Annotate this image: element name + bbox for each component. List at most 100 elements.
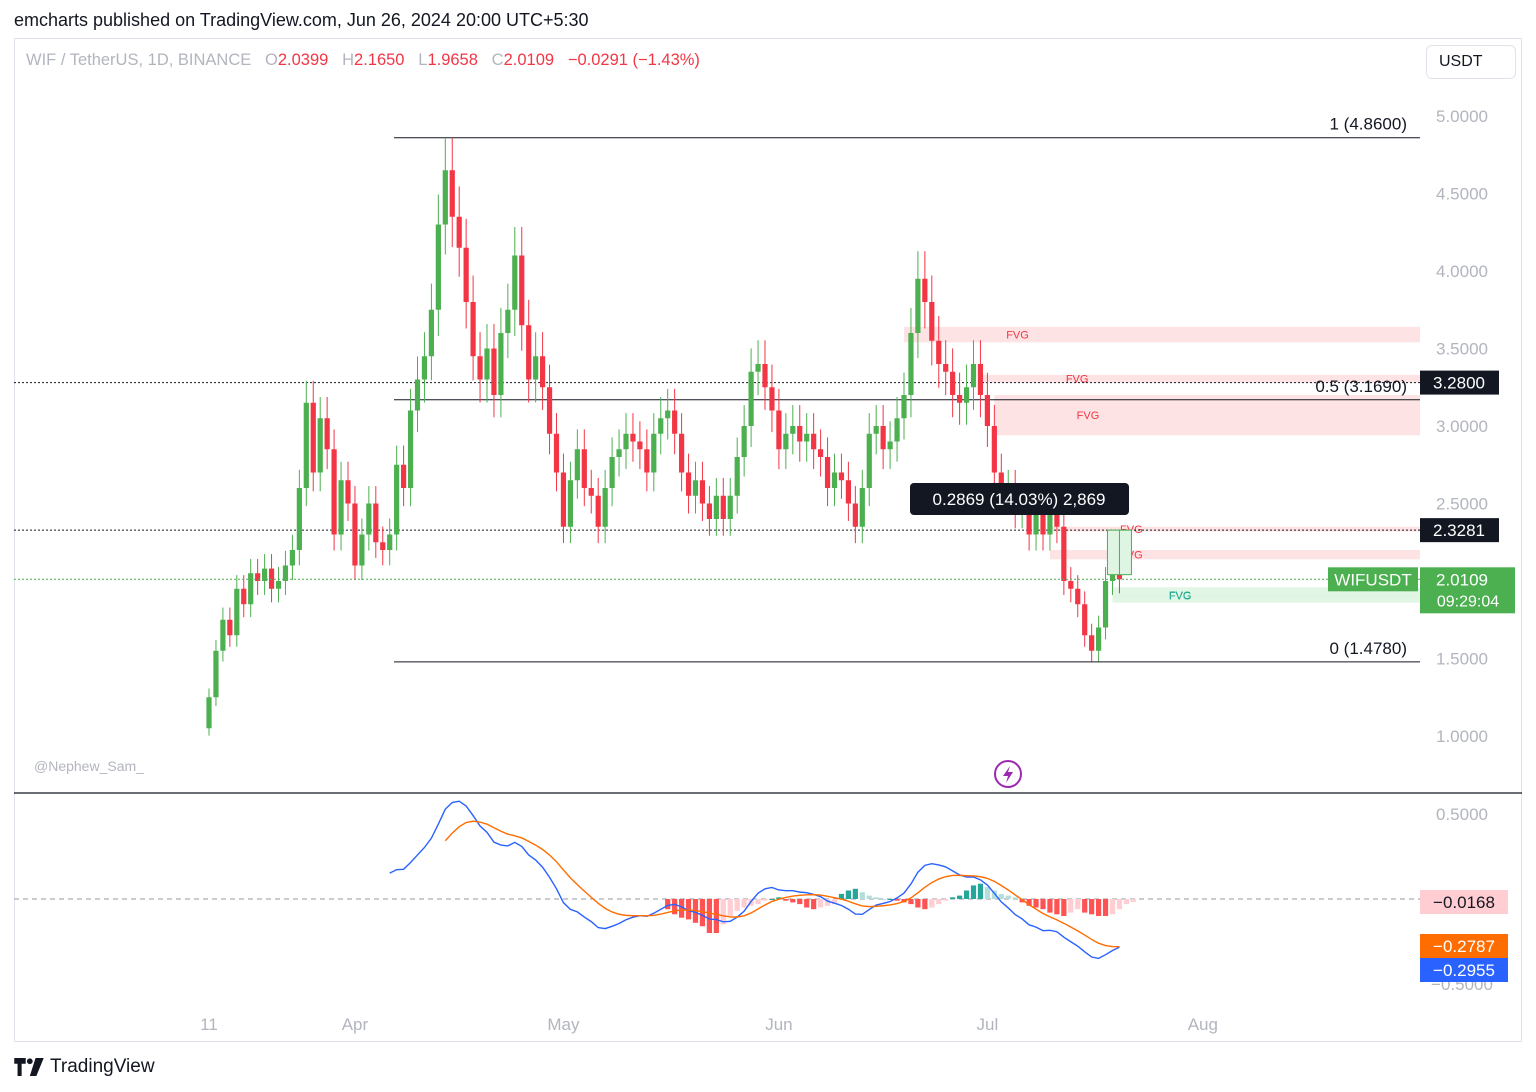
candle-body bbox=[262, 568, 268, 581]
candle-body bbox=[213, 650, 219, 698]
candle-body bbox=[824, 457, 831, 488]
macd-histogram-bar bbox=[929, 899, 935, 908]
candle-body bbox=[977, 364, 984, 395]
level-price-tag bbox=[1420, 370, 1499, 395]
candle-body bbox=[338, 480, 344, 535]
macd-line bbox=[389, 800, 1120, 960]
candle-body bbox=[407, 410, 414, 488]
price-tick-label: 3.5000 bbox=[1436, 340, 1488, 359]
macd-histogram-bar bbox=[783, 899, 789, 901]
symbol-name[interactable]: WIF / TetherUS, 1D, BINANCE bbox=[26, 51, 252, 69]
macd-histogram-bar bbox=[1089, 899, 1095, 915]
macd-histogram-bar bbox=[741, 899, 747, 908]
author-watermark: @Nephew_Sam_ bbox=[34, 758, 144, 774]
low-value: 1.9658 bbox=[427, 51, 478, 69]
candle-body bbox=[234, 588, 240, 636]
time-tick-label: Jul bbox=[977, 1015, 999, 1034]
macd-histogram-bar bbox=[665, 899, 671, 910]
lightning-bolt-icon bbox=[1003, 766, 1013, 783]
macd-histogram-bar bbox=[866, 895, 872, 899]
publisher-header: emcharts published on TradingView.com, J… bbox=[14, 10, 589, 30]
candle-body bbox=[540, 356, 546, 388]
candle-body bbox=[880, 426, 886, 450]
macd-histogram-bar bbox=[706, 899, 712, 933]
macd-value-tag-label: −0.2955 bbox=[1433, 961, 1495, 980]
candle-body bbox=[331, 449, 337, 535]
macd-histogram-bar bbox=[977, 883, 984, 899]
symbol-tag bbox=[1328, 567, 1418, 592]
macd-histogram-bar bbox=[727, 899, 733, 916]
candle-body bbox=[1116, 573, 1123, 580]
candle-body bbox=[706, 503, 712, 519]
fvg-zone bbox=[1049, 526, 1420, 532]
candle-body bbox=[206, 697, 212, 729]
candle-body bbox=[790, 426, 796, 434]
symbol-tag-label: WIFUSDT bbox=[1334, 570, 1411, 589]
candle-body bbox=[970, 364, 977, 388]
high-value: 2.1650 bbox=[354, 51, 405, 69]
open-value: 2.0399 bbox=[277, 51, 329, 69]
candle-body bbox=[1033, 511, 1039, 535]
macd-histogram-bar bbox=[957, 895, 963, 899]
macd-histogram-bar bbox=[699, 899, 706, 927]
candle-body bbox=[623, 433, 629, 450]
high-label: H bbox=[342, 51, 355, 69]
open-label: O bbox=[265, 51, 278, 69]
candle-body bbox=[762, 364, 768, 388]
macd-histogram-bar bbox=[845, 890, 851, 899]
candle-body bbox=[275, 581, 282, 589]
macd-histogram-bar bbox=[1109, 899, 1116, 915]
current-price-tag bbox=[1420, 567, 1515, 614]
candle-body bbox=[1061, 526, 1067, 581]
candle-body bbox=[1102, 581, 1109, 628]
measure-label: 0.2869 (14.03%) 2,869 bbox=[933, 490, 1106, 509]
candle-body bbox=[699, 480, 706, 504]
candle-body bbox=[630, 433, 636, 442]
fvg-label: FVG bbox=[1077, 410, 1100, 422]
currency-button[interactable]: USDT bbox=[1426, 45, 1516, 79]
candle-body bbox=[588, 488, 594, 496]
signal-value-tag-label: −0.2787 bbox=[1433, 937, 1495, 956]
time-tick-label: Jun bbox=[765, 1015, 792, 1034]
macd-histogram-bar bbox=[1123, 899, 1129, 905]
tradingview-logo-icon bbox=[14, 1058, 44, 1076]
candle-body bbox=[512, 255, 518, 310]
footer-brand[interactable]: TradingView bbox=[14, 1056, 155, 1078]
candle-body bbox=[1047, 503, 1053, 535]
price-tick-label: 3.0000 bbox=[1436, 417, 1488, 436]
time-tick-label: 11 bbox=[200, 1015, 218, 1034]
candle-body bbox=[394, 464, 400, 535]
price-tick-label: 4.5000 bbox=[1436, 185, 1488, 204]
candle-body bbox=[936, 340, 942, 364]
fvg-zone bbox=[1049, 550, 1420, 560]
macd-histogram-bar bbox=[1130, 899, 1136, 902]
candle-body bbox=[1096, 627, 1102, 651]
candle-body bbox=[560, 472, 567, 527]
fib-level-label: 0 (1.4780) bbox=[1330, 639, 1408, 658]
candle-body bbox=[470, 302, 476, 357]
candle-body bbox=[957, 395, 963, 403]
macd-histogram-bar bbox=[1054, 899, 1060, 915]
candle-body bbox=[1082, 604, 1088, 636]
candle-body bbox=[1040, 511, 1046, 535]
candle-body bbox=[546, 387, 553, 434]
candle-body bbox=[866, 433, 872, 488]
candle-body bbox=[783, 433, 789, 450]
candle-body bbox=[491, 348, 497, 395]
candle-body bbox=[755, 364, 761, 372]
candle-body bbox=[1089, 635, 1095, 651]
candle-body bbox=[567, 480, 573, 527]
candle-body bbox=[672, 410, 678, 434]
candle-body bbox=[1026, 503, 1032, 535]
macd-histogram-bar bbox=[838, 893, 845, 899]
macd-histogram-bar bbox=[950, 897, 956, 899]
time-tick-label: Aug bbox=[1188, 1015, 1218, 1034]
macd-histogram-bar bbox=[880, 899, 886, 900]
candle-body bbox=[915, 278, 921, 333]
candle-body bbox=[852, 503, 858, 527]
macd-histogram-bar bbox=[991, 890, 997, 899]
price-tick-label: 1.5000 bbox=[1436, 650, 1488, 669]
macd-histogram-bar bbox=[672, 899, 678, 915]
macd-histogram-bar bbox=[1033, 899, 1039, 908]
